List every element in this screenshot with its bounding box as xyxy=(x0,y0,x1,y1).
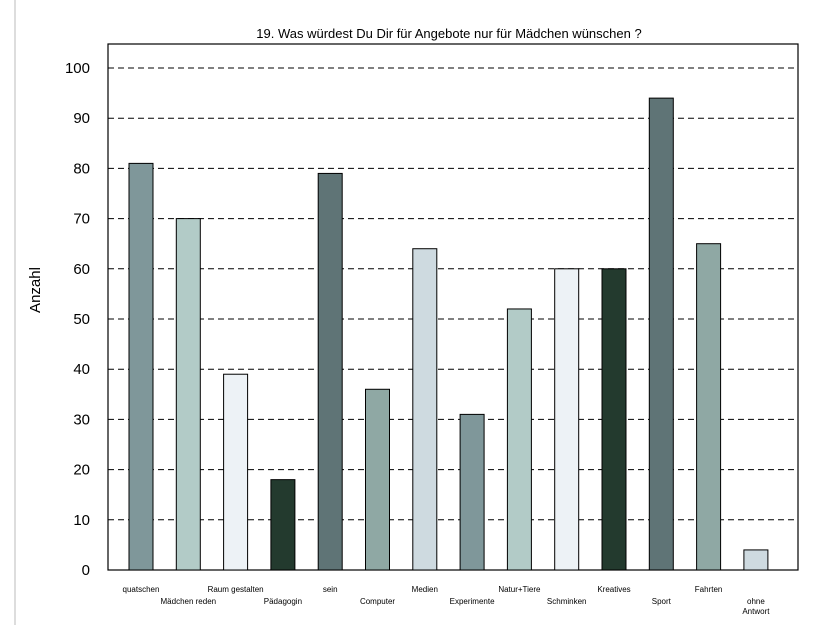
x-tick-label: Computer xyxy=(360,597,395,606)
y-tick-label: 30 xyxy=(73,411,90,428)
x-tick-label: Medien xyxy=(412,585,438,594)
gridlines xyxy=(108,67,798,521)
bar xyxy=(743,549,769,571)
bar xyxy=(223,373,249,571)
x-tick-label: ohne xyxy=(747,597,765,606)
y-tick-label: 80 xyxy=(73,160,90,177)
bar xyxy=(459,413,485,571)
x-tick-label: Fahrten xyxy=(695,585,723,594)
bar xyxy=(412,248,438,571)
x-tick-label: Experimente xyxy=(450,597,495,606)
y-tick-label: 40 xyxy=(73,361,90,378)
x-tick-label: Pädagogin xyxy=(264,597,302,606)
x-tick-label: Raum gestalten xyxy=(208,585,264,594)
y-tick-label: 70 xyxy=(73,211,90,228)
bar xyxy=(317,172,343,571)
y-tick-label: 50 xyxy=(73,311,90,328)
bar xyxy=(128,162,154,571)
bar xyxy=(175,218,201,571)
x-tick-label: Schminken xyxy=(547,597,587,606)
bar xyxy=(365,388,390,571)
y-axis-label: Anzahl xyxy=(27,267,44,313)
x-tick-label: Kreatives xyxy=(597,585,630,594)
y-tick-label: 60 xyxy=(73,261,90,278)
y-tick-labels: 0 10 20 30 40 50 60 70 80 90 100 xyxy=(65,60,90,579)
x-tick-label: Mädchen reden xyxy=(161,597,217,606)
y-tick-label: 90 xyxy=(73,110,90,127)
y-tick-label: 10 xyxy=(73,512,90,529)
y-tick-label: 100 xyxy=(65,60,90,77)
bars xyxy=(128,97,769,571)
bar xyxy=(554,268,580,571)
bar xyxy=(648,97,674,571)
x-tick-label: quatschen xyxy=(123,585,160,594)
x-tick-label: Antwort xyxy=(742,607,770,616)
x-tick-label: Natur+Tiere xyxy=(498,585,541,594)
bar xyxy=(601,268,627,571)
x-tick-label: sein xyxy=(323,585,338,594)
chart-title: 19. Was würdest Du Dir für Angebote nur … xyxy=(256,26,641,41)
x-tick-label: Sport xyxy=(652,597,672,606)
bar xyxy=(696,243,722,571)
y-tick-label: 20 xyxy=(73,462,90,479)
bar xyxy=(506,308,532,571)
y-tick-label: 0 xyxy=(82,562,90,579)
plot-frame xyxy=(107,43,799,571)
bar xyxy=(270,479,296,571)
